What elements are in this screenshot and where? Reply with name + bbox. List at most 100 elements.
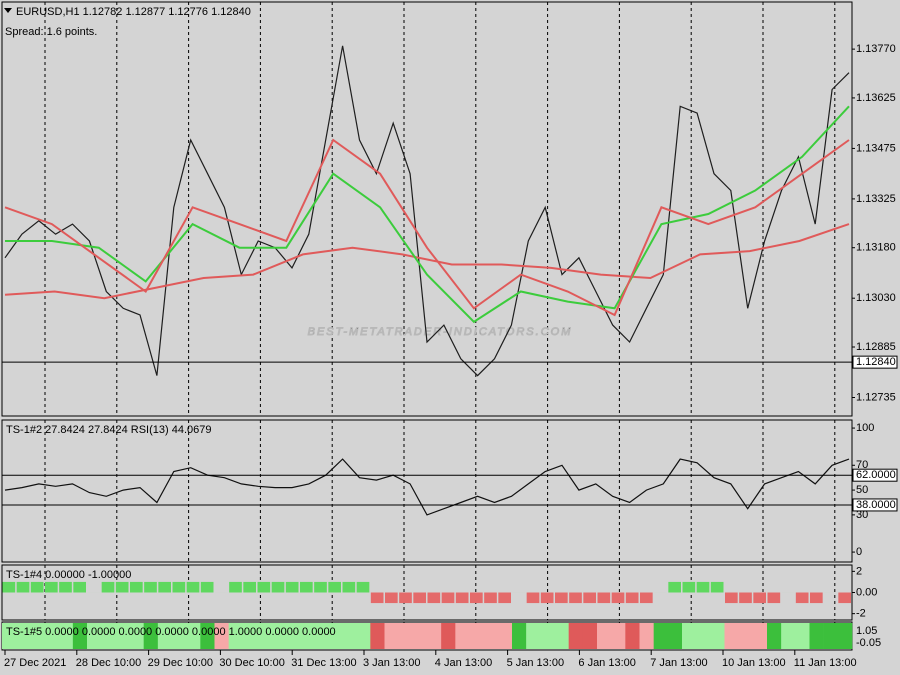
state-cell [724, 623, 739, 649]
state-cell [469, 623, 484, 649]
time-label: 30 Dec 10:00 [219, 657, 284, 669]
level-box [852, 498, 898, 512]
histogram-bar [682, 581, 696, 593]
state-cell [554, 623, 569, 649]
state-cell [455, 623, 470, 649]
histogram-bar [158, 581, 171, 593]
state-cell [356, 623, 371, 649]
time-label: 6 Jan 13:00 [578, 657, 636, 669]
histogram-bar [583, 592, 596, 604]
level-box [852, 468, 898, 482]
histogram-bar [59, 581, 72, 593]
state-cell [696, 623, 711, 649]
time-label: 11 Jan 13:00 [794, 657, 857, 669]
state-cell [327, 623, 343, 649]
state-cell [257, 623, 272, 649]
state-cell [2, 623, 17, 649]
state-cell [625, 623, 640, 649]
histogram-bar [328, 581, 341, 593]
y-tick-label: 1.12885 [856, 341, 896, 353]
time-label: 10 Jan 13:00 [722, 657, 786, 669]
y-tick-label: 1.13475 [856, 142, 896, 154]
spread-label: Spread: 1.6 points. [5, 26, 97, 38]
histogram-bar [427, 592, 441, 604]
series-line [4, 45, 850, 377]
panel-frame [1, 419, 853, 563]
histogram-bar [356, 581, 370, 593]
histogram-bar [314, 581, 327, 593]
histogram-bar [625, 592, 639, 604]
histogram-bar [696, 581, 710, 593]
y-tick-label: 70 [856, 459, 868, 471]
state-cell [143, 623, 159, 649]
panel-header: TS-1#4 0.00000 -1.00000 [6, 569, 131, 581]
state-cell [172, 623, 187, 649]
histogram-bar [115, 581, 129, 593]
state-cell [214, 623, 229, 649]
histogram-bar [526, 592, 540, 604]
histogram-bar [73, 581, 86, 593]
state-cell [597, 623, 612, 649]
header-arrow [4, 8, 12, 13]
histogram-bar [342, 581, 356, 593]
state-cell [427, 623, 442, 649]
histogram-bar [229, 581, 242, 593]
y-tick-label: 30 [856, 509, 868, 521]
histogram-bar [540, 592, 554, 604]
state-cell [795, 623, 810, 649]
histogram-bar [200, 581, 214, 593]
histogram-bar [838, 592, 851, 604]
state-cell [441, 623, 456, 649]
state-cell [101, 623, 116, 649]
state-cell [653, 623, 669, 649]
histogram-bar [45, 581, 58, 593]
state-cell [313, 623, 329, 649]
histogram-bar [611, 592, 625, 604]
time-label: 31 Dec 13:00 [291, 657, 356, 669]
state-cell [115, 623, 130, 649]
state-cell [72, 623, 88, 649]
panel-header: EURUSD,H1 1.12782 1.12877 1.12776 1.1284… [16, 6, 251, 18]
histogram-bar [739, 592, 752, 604]
state-cell [30, 623, 45, 649]
state-cell [129, 623, 144, 649]
state-cell [682, 623, 697, 649]
y-tick-label: 100 [856, 422, 874, 434]
state-cell [781, 623, 796, 649]
state-cell [568, 623, 584, 649]
state-cell [710, 623, 725, 649]
state-cell [837, 623, 853, 649]
state-cell [738, 623, 754, 649]
state-cell [271, 623, 286, 649]
y-tick-label: 1.12735 [856, 391, 896, 403]
histogram-bar [257, 581, 271, 593]
histogram-bar [144, 581, 157, 593]
state-cell [823, 623, 839, 649]
histogram-bar [470, 592, 483, 604]
panel-header: TS-1#2 27.8424 27.8424 RSI(13) 44.0679 [6, 424, 211, 436]
state-cell [483, 623, 499, 649]
time-label: 4 Jan 13:00 [435, 657, 493, 669]
histogram-bar [285, 581, 299, 593]
state-cell [412, 623, 428, 649]
series-line [5, 105, 850, 324]
state-cell [157, 623, 173, 649]
time-label: 28 Dec 10:00 [76, 657, 141, 669]
state-cell [767, 623, 782, 649]
state-cell [582, 623, 598, 649]
histogram-bar [186, 581, 200, 593]
histogram-bar [370, 592, 384, 604]
series-line [4, 458, 850, 516]
histogram-bar [385, 592, 398, 604]
state-cell [285, 623, 300, 649]
histogram-bar [795, 592, 809, 604]
y-tick-label: 1.05 [856, 625, 877, 637]
y-tick-label: 1.13180 [856, 242, 896, 254]
histogram-bar [243, 581, 256, 593]
price-box [852, 355, 898, 369]
y-tick-label: -0.05 [856, 637, 881, 649]
histogram-bar [399, 592, 412, 604]
state-cell [398, 623, 414, 649]
state-cell [752, 623, 768, 649]
